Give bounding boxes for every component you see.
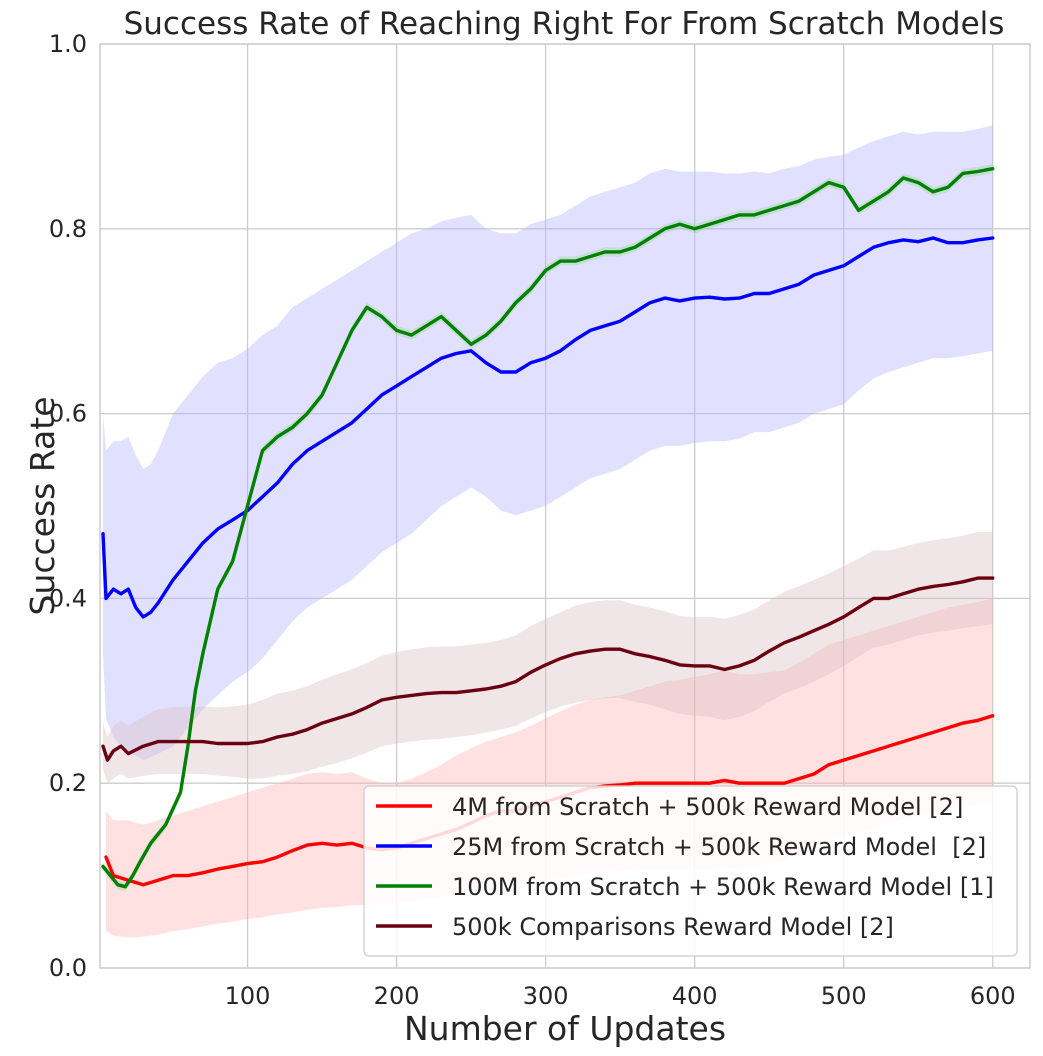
legend-label-500k-comparisons-reward-model-2: 500k Comparisons Reward Model [2] [452, 913, 894, 941]
y-axis-title: Success Rate [23, 397, 62, 616]
x-axis-title: Number of Updates [404, 1009, 726, 1048]
x-tick-label-200: 200 [374, 982, 420, 1010]
legend-label-4m-from-scratch-500k-reward-model-2: 4M from Scratch + 500k Reward Model [2] [452, 793, 963, 821]
x-tick-label-400: 400 [672, 982, 718, 1010]
legend: 4M from Scratch + 500k Reward Model [2] 2… [363, 785, 1018, 957]
legend-box [363, 785, 1018, 957]
y-tick-label-0.0: 0.0 [49, 954, 87, 982]
band-25m-from-scratch-500k-reward-model-2 [103, 125, 993, 761]
x-axis-ticks: 100 200 300 400 500 600 [225, 982, 1016, 1010]
y-tick-label-0.8: 0.8 [49, 215, 87, 243]
y-tick-label-1.0: 1.0 [49, 30, 87, 58]
x-tick-label-600: 600 [970, 982, 1016, 1010]
line-25m-from-scratch-500k-reward-model-2 [101, 236, 995, 619]
line-500k-comparisons-reward-model-2 [101, 576, 995, 762]
legend-label-100m-from-scratch-500k-reward-model-1: 100M from Scratch + 500k Reward Model [1… [452, 873, 994, 901]
chart-title: Success Rate of Reaching Right For From … [124, 6, 1005, 42]
x-tick-label-300: 300 [523, 982, 569, 1010]
legend-label-25m-from-scratch-500k-reward-model-2: 25M from Scratch + 500k Reward Model [2] [452, 833, 986, 861]
line-100m-from-scratch-500k-reward-model-1 [101, 166, 995, 889]
y-tick-label-0.6: 0.6 [49, 400, 87, 428]
y-tick-label-0.2: 0.2 [49, 769, 87, 797]
grid-lines [100, 43, 1030, 969]
x-tick-label-100: 100 [225, 982, 271, 1010]
y-axis-ticks: 0.0 0.2 0.4 0.6 0.8 1.0 [49, 30, 87, 982]
plot-frame [99, 43, 1031, 969]
y-tick-label-0.4: 0.4 [49, 584, 87, 612]
x-tick-label-500: 500 [821, 982, 867, 1010]
